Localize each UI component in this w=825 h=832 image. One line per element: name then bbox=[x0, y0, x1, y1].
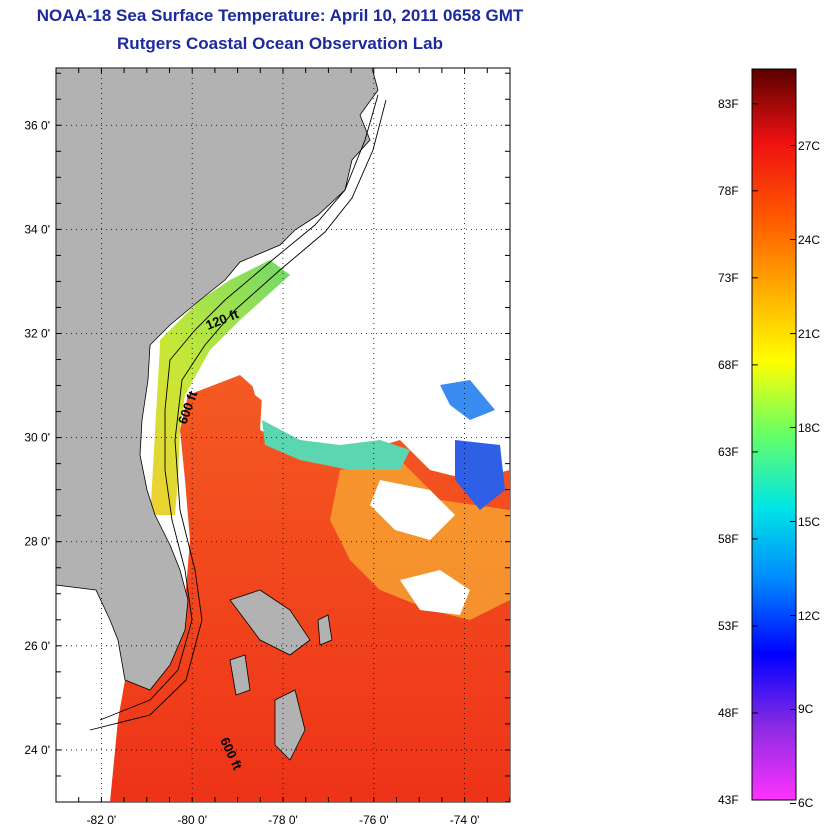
colorbar-f-label: 63F bbox=[718, 444, 739, 459]
lon-tick-label: -78 0' bbox=[268, 813, 298, 827]
axis-ticks: -82 0' -80 0' -78 0' -76 0' -74 0' 24 0' 26 0'… bbox=[24, 68, 511, 827]
colorbar-c-label: 9C bbox=[798, 702, 814, 717]
lat-tick-label: 24 0' bbox=[24, 743, 50, 757]
map-subtitle: Rutgers Coastal Ocean Observation Lab bbox=[117, 34, 443, 53]
cloud-cover bbox=[400, 570, 470, 615]
colorbar-f-label: 68F bbox=[718, 357, 739, 372]
cloud-cover bbox=[245, 290, 380, 420]
lon-tick-label: -82 0' bbox=[87, 813, 117, 827]
cold-patch bbox=[455, 440, 505, 510]
lat-lon-grid bbox=[56, 68, 510, 802]
colorbar-f-label: 73F bbox=[718, 270, 739, 285]
lat-tick-label: 30 0' bbox=[24, 431, 50, 445]
colorbar-f-label: 53F bbox=[718, 618, 739, 633]
colorbar-f-label: 43F bbox=[718, 793, 739, 807]
depth-contours bbox=[89, 94, 387, 731]
lon-tick-label: -76 0' bbox=[359, 813, 389, 827]
teal-patch bbox=[262, 420, 410, 470]
lat-tick-label: 36 0' bbox=[24, 118, 50, 132]
colorbar-c-label: 24C bbox=[798, 232, 821, 247]
map-title: NOAA-18 Sea Surface Temperature: April 1… bbox=[36, 6, 524, 25]
colorbar-ticks bbox=[752, 103, 796, 804]
colorbar bbox=[751, 68, 797, 801]
lat-tick-label: 26 0' bbox=[24, 639, 50, 653]
sst-field bbox=[110, 260, 510, 802]
colorbar-c-label: 21C bbox=[798, 326, 821, 341]
colorbar-f-label: 58F bbox=[718, 531, 739, 546]
colorbar-c-label: 15C bbox=[798, 514, 821, 529]
lat-tick-label: 34 0' bbox=[24, 222, 50, 236]
colorbar-f-label: 78F bbox=[718, 183, 739, 198]
colorbar-f-label: 83F bbox=[718, 96, 739, 111]
land-mass bbox=[55, 67, 379, 691]
colorbar-c-label: 12C bbox=[798, 608, 821, 623]
colorbar-f-label: 48F bbox=[718, 705, 739, 720]
lat-tick-label: 28 0' bbox=[24, 535, 50, 549]
colorbar-c-label: 18C bbox=[798, 420, 821, 435]
lat-tick-label: 32 0' bbox=[24, 326, 50, 340]
bahamas-islands bbox=[229, 589, 333, 761]
shelf-water bbox=[150, 260, 290, 515]
colorbar-c-label: 6C bbox=[798, 796, 814, 811]
cloud-cover bbox=[370, 480, 455, 540]
cloud-cover bbox=[140, 340, 160, 520]
lon-tick-label: -80 0' bbox=[177, 813, 207, 827]
lon-tick-label: -74 0' bbox=[450, 813, 480, 827]
colorbar-c-label: 27C bbox=[798, 138, 821, 153]
cold-patch bbox=[440, 380, 495, 420]
